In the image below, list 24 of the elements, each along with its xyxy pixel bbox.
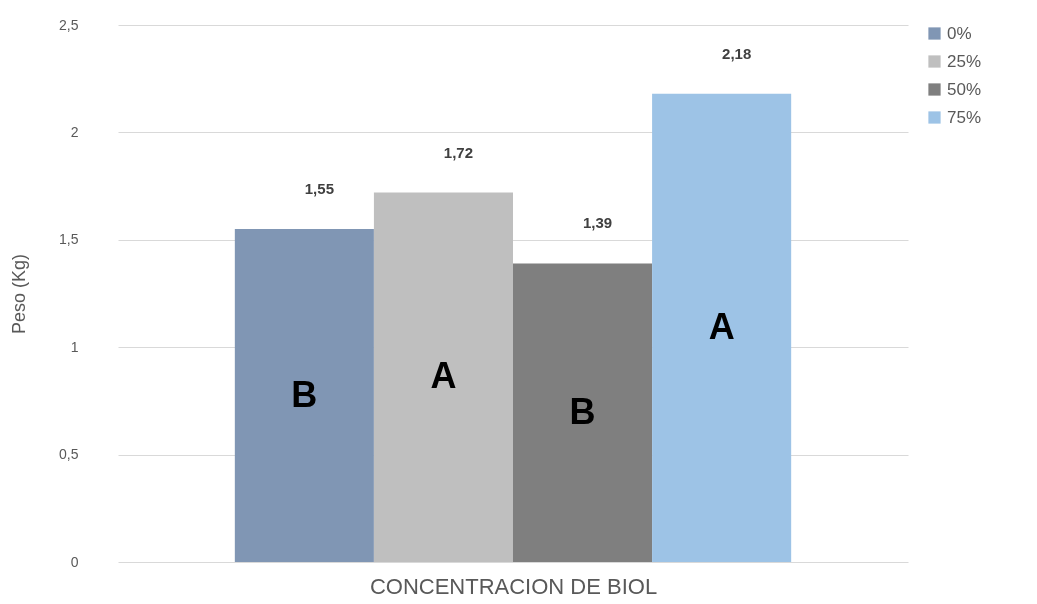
data-label: 1,39: [582, 214, 613, 232]
bar: [652, 93, 792, 562]
annotation: A: [708, 305, 735, 347]
legend-label: 50%: [947, 79, 982, 99]
x-axis-title: CONCENTRACION DE BIOL: [369, 573, 658, 599]
bar: [513, 263, 653, 562]
annotation: B: [291, 373, 318, 415]
annotation: B: [569, 390, 596, 432]
y-axis-title: Peso (Kg): [9, 253, 30, 335]
bar: [373, 192, 513, 562]
data-label: 2,18: [722, 44, 752, 62]
y-tick-label: 0: [70, 553, 79, 570]
y-tick-label: 1: [70, 338, 79, 355]
legend-label: 25%: [947, 51, 982, 71]
data-label: 1,55: [304, 180, 334, 198]
data-label: 1,72: [443, 143, 474, 161]
y-tick-label: 2: [70, 123, 79, 140]
legend-label: 0%: [947, 23, 972, 43]
y-tick-label: 0,5: [59, 446, 79, 463]
y-tick-label: 2,5: [59, 16, 79, 33]
legend-label: 75%: [947, 107, 982, 127]
bar: [234, 229, 374, 562]
annotation: A: [430, 355, 457, 397]
y-tick-label: 1,5: [59, 231, 79, 248]
